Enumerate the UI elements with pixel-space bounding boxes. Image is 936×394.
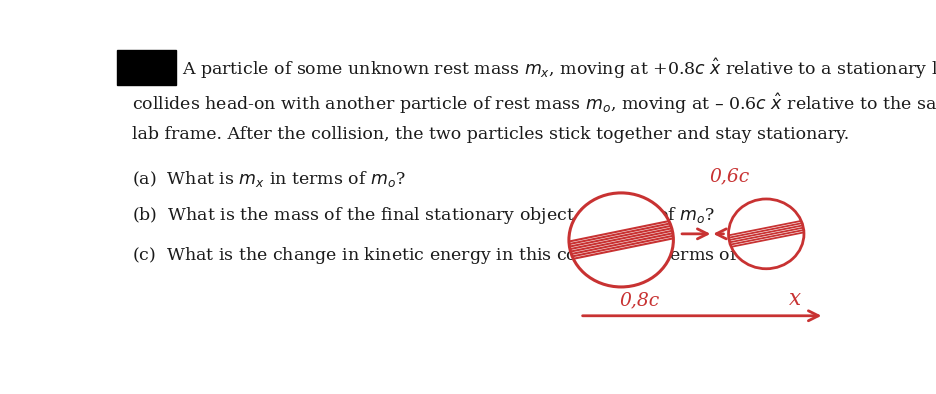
Text: lab frame. After the collision, the two particles stick together and stay statio: lab frame. After the collision, the two … xyxy=(131,126,849,143)
Ellipse shape xyxy=(569,193,673,287)
Text: x: x xyxy=(789,288,801,310)
Bar xyxy=(117,50,177,85)
Text: 0,8c: 0,8c xyxy=(619,292,660,310)
Text: (c)  What is the change in kinetic energy in this collision, in terms of $m_oc^2: (c) What is the change in kinetic energy… xyxy=(131,243,795,267)
Ellipse shape xyxy=(728,199,804,269)
Text: (b)  What is the mass of the final stationary object in terms of $m_o$?: (b) What is the mass of the final statio… xyxy=(131,205,715,226)
Text: (a)  What is $m_x$ in terms of $m_o$?: (a) What is $m_x$ in terms of $m_o$? xyxy=(131,169,405,189)
Text: 0,6c: 0,6c xyxy=(709,167,750,185)
Text: collides head-on with another particle of rest mass $m_o$, moving at – 0.6$c$ $\: collides head-on with another particle o… xyxy=(131,91,936,116)
Text: A particle of some unknown rest mass $m_x$, moving at +0.8$c$ $\hat{x}$ relative: A particle of some unknown rest mass $m_… xyxy=(183,56,936,81)
